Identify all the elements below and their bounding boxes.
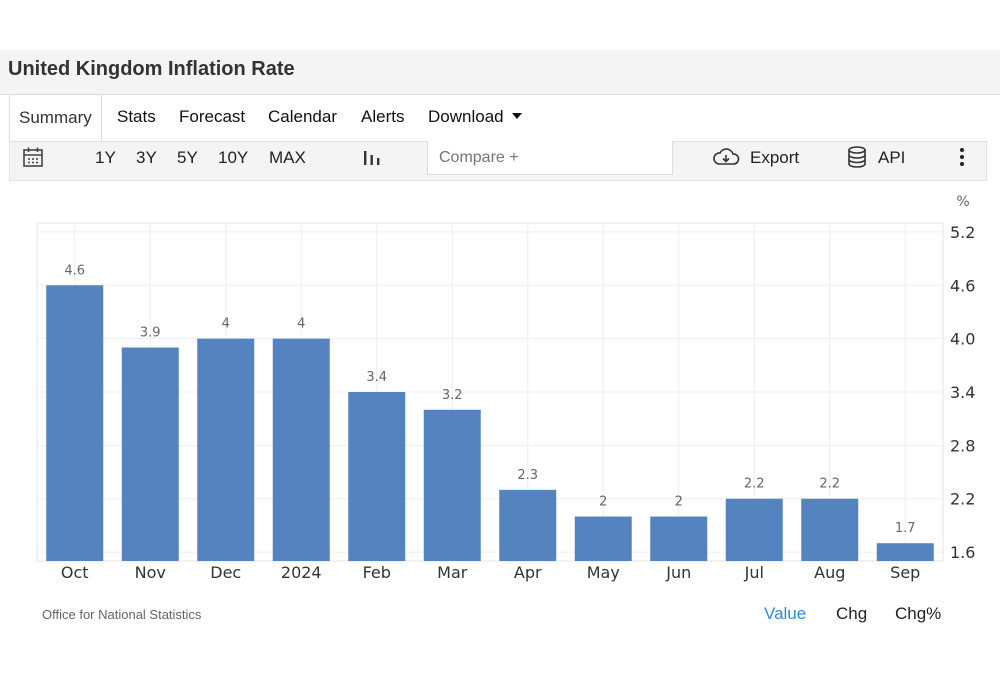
- range-3y-button[interactable]: 3Y: [136, 148, 157, 167]
- mode-chg-button[interactable]: Chg: [836, 604, 868, 623]
- chart-x-ticks: Oct Nov Dec 2024 Feb Mar Apr May Jun Jul Aug Sep: [61, 563, 920, 582]
- tab-download-label: Download: [428, 107, 504, 126]
- tab-alerts[interactable]: Alerts: [361, 107, 405, 126]
- mode-chg-pct-button[interactable]: Chg%: [895, 604, 942, 623]
- bar-nov: [121, 347, 179, 561]
- y-tick-label: 1.6: [950, 543, 975, 562]
- cloud-download-icon[interactable]: [711, 147, 741, 167]
- y-axis-unit: %: [956, 194, 969, 210]
- tab-forecast[interactable]: Forecast: [179, 107, 246, 126]
- source-label: Office for National Statistics: [42, 607, 202, 622]
- y-tick-label: 3.4: [950, 383, 975, 402]
- value-label: 4.6: [64, 263, 85, 278]
- bar-apr: [499, 489, 557, 561]
- value-label: 4: [222, 317, 230, 332]
- x-tick-label: Apr: [514, 563, 542, 582]
- value-label: 3.9: [140, 326, 161, 341]
- x-tick-label: Feb: [363, 563, 391, 582]
- tab-calendar[interactable]: Calendar: [268, 107, 337, 126]
- range-5y-button[interactable]: 5Y: [177, 148, 198, 167]
- chart-bars: [46, 285, 934, 561]
- bar-mar: [423, 409, 481, 561]
- value-label: 2: [675, 495, 683, 510]
- chart-grid: [36, 222, 944, 562]
- x-tick-label: Nov: [135, 563, 166, 582]
- tab-bar: [0, 94, 1000, 141]
- y-tick-label: 5.2: [950, 223, 975, 242]
- value-label: 2.2: [819, 477, 840, 492]
- x-tick-label: Mar: [437, 563, 468, 582]
- x-tick-label: Aug: [814, 563, 845, 582]
- database-icon[interactable]: [846, 145, 868, 169]
- export-button[interactable]: Export: [750, 148, 800, 167]
- range-10y-button[interactable]: 10Y: [218, 148, 249, 167]
- x-tick-label: Jun: [665, 563, 691, 582]
- title-bar: [0, 50, 1000, 94]
- value-label: 2: [599, 495, 607, 510]
- x-tick-label: Sep: [890, 563, 920, 582]
- bar-oct: [46, 285, 104, 561]
- y-tick-label: 2.8: [950, 436, 975, 455]
- bar-may: [574, 516, 632, 561]
- bar-feb: [348, 392, 406, 561]
- chart-value-labels: 4.6 3.9 4 4 3.4 3.2 2.3 2 2 2.2 2.2 1.7: [64, 263, 915, 536]
- value-label: 2.3: [517, 468, 538, 483]
- page-title: United Kingdom Inflation Rate: [8, 58, 295, 80]
- x-tick-label: Dec: [210, 563, 241, 582]
- caret-down-icon: [511, 113, 522, 119]
- tab-download[interactable]: Download: [428, 107, 522, 127]
- tab-summary[interactable]: Summary: [9, 94, 102, 142]
- y-tick-label: 4.6: [950, 276, 975, 295]
- bar-aug: [801, 498, 859, 561]
- chart-y-ticks: 5.2 4.6 4.0 3.4 2.8 2.2 1.6: [950, 223, 975, 562]
- calendar-icon[interactable]: [22, 146, 44, 168]
- y-tick-label: 2.2: [950, 490, 975, 509]
- y-tick-label: 4.0: [950, 330, 975, 349]
- value-label: 3.2: [442, 388, 463, 403]
- bar-sep: [876, 543, 934, 561]
- chart-area: 4.6 3.9 4 4 3.4 3.2 2.3 2 2 2.2 2.2 1.7 Oct Nov Dec 20…: [0, 181, 1000, 631]
- value-label: 1.7: [895, 521, 916, 536]
- x-tick-label: May: [587, 563, 620, 582]
- x-tick-label: Oct: [61, 563, 89, 582]
- x-tick-label: Jul: [744, 563, 764, 582]
- bar-2024: [272, 338, 330, 561]
- more-vertical-icon[interactable]: [957, 147, 967, 167]
- bar-jun: [650, 516, 708, 561]
- bar-jul: [725, 498, 783, 561]
- inflation-bar-chart: 4.6 3.9 4 4 3.4 3.2 2.3 2 2 2.2 2.2 1.7 Oct Nov Dec 20…: [36, 194, 975, 582]
- mode-value-button[interactable]: Value: [764, 604, 807, 623]
- compare-input[interactable]: [427, 141, 673, 175]
- bar-dec: [197, 338, 255, 561]
- chart-type-icon[interactable]: [362, 147, 382, 167]
- value-label: 2.2: [744, 477, 765, 492]
- range-1y-button[interactable]: 1Y: [95, 148, 116, 167]
- value-label: 3.4: [366, 370, 387, 385]
- range-max-button[interactable]: MAX: [269, 148, 306, 167]
- tab-stats[interactable]: Stats: [117, 107, 156, 126]
- x-tick-label: 2024: [281, 563, 322, 582]
- api-button[interactable]: API: [878, 148, 906, 167]
- value-label: 4: [297, 317, 305, 332]
